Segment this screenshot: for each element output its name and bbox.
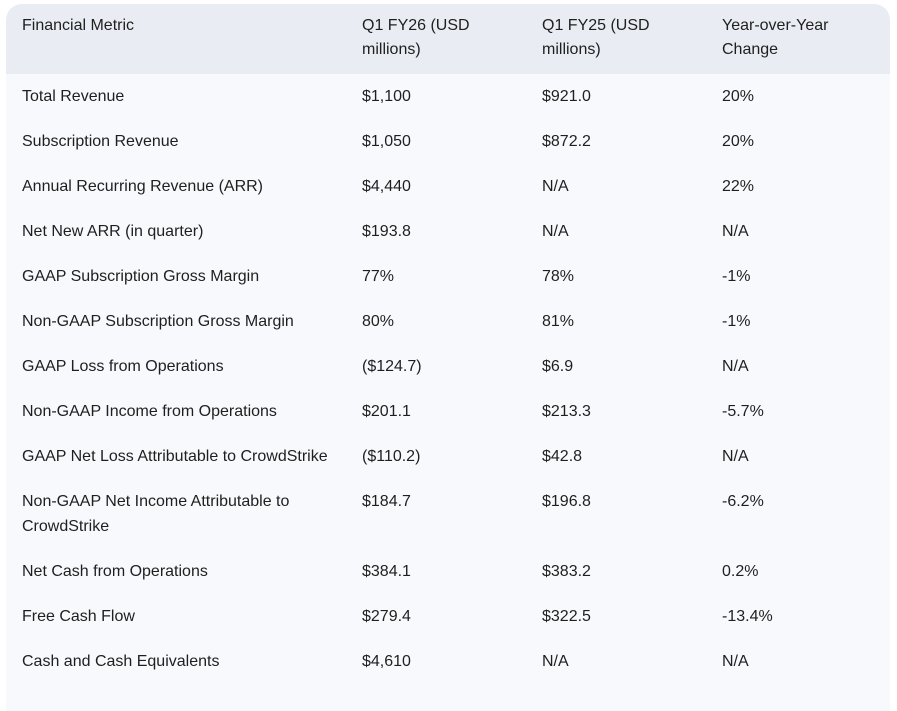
q1-fy25-cell: $872.2 [542, 133, 591, 150]
metric-cell: Cash and Cash Equivalents [22, 653, 220, 670]
yoy-change-cell: N/A [722, 653, 749, 670]
q1-fy25-cell: $42.8 [542, 448, 583, 465]
table-row: Annual Recurring Revenue (ARR) $4,440 N/… [6, 164, 890, 209]
q1-fy25-cell: $322.5 [542, 608, 591, 625]
table-row: GAAP Subscription Gross Margin 77% 78% -… [6, 254, 890, 299]
metric-cell: GAAP Net Loss Attributable to CrowdStrik… [22, 448, 328, 465]
q1-fy25-cell: N/A [542, 223, 569, 240]
yoy-change-cell: 20% [722, 133, 755, 150]
metric-cell: Net Cash from Operations [22, 563, 208, 580]
q1-fy26-cell: 77% [362, 268, 395, 285]
metric-cell: GAAP Loss from Operations [22, 358, 224, 375]
q1-fy25-cell: 78% [542, 268, 575, 285]
q1-fy26-cell: ($124.7) [362, 358, 422, 375]
q1-fy26-cell: $201.1 [362, 403, 411, 420]
table-row: GAAP Loss from Operations ($124.7) $6.9 … [6, 344, 890, 389]
table-row: Free Cash Flow $279.4 $322.5 -13.4% [6, 594, 890, 639]
financial-metrics-table: Financial Metric Q1 FY26 (USD millions) … [6, 4, 890, 684]
table-row: Total Revenue $1,100 $921.0 20% [6, 74, 890, 119]
table-row: Net New ARR (in quarter) $193.8 N/A N/A [6, 209, 890, 254]
yoy-change-cell: -13.4% [722, 608, 773, 625]
q1-fy26-cell: ($110.2) [362, 448, 421, 465]
yoy-change-cell: 22% [722, 178, 755, 195]
q1-fy25-cell: $213.3 [542, 403, 591, 420]
metric-cell: Subscription Revenue [22, 133, 179, 150]
metric-cell: Total Revenue [22, 88, 125, 105]
table-row: GAAP Net Loss Attributable to CrowdStrik… [6, 434, 890, 479]
header-yoy-change: Year-over-Year Change [722, 17, 829, 58]
q1-fy26-cell: $279.4 [362, 608, 411, 625]
metric-cell: GAAP Subscription Gross Margin [22, 268, 260, 285]
q1-fy25-cell: N/A [542, 178, 569, 195]
q1-fy25-cell: $383.2 [542, 563, 591, 580]
q1-fy26-cell: $4,610 [362, 653, 411, 670]
q1-fy25-cell: $196.8 [542, 493, 591, 510]
yoy-change-cell: -6.2% [722, 493, 764, 510]
table-row: Cash and Cash Equivalents $4,610 N/A N/A [6, 639, 890, 684]
q1-fy25-cell: N/A [542, 653, 569, 670]
table-row: Non-GAAP Subscription Gross Margin 80% 8… [6, 299, 890, 344]
metric-cell: Annual Recurring Revenue (ARR) [22, 178, 263, 195]
table-row: Net Cash from Operations $384.1 $383.2 0… [6, 549, 890, 594]
header-q1-fy26: Q1 FY26 (USD millions) [362, 17, 470, 58]
yoy-change-cell: N/A [722, 358, 749, 375]
q1-fy25-cell: $6.9 [542, 358, 574, 375]
table-body: Total Revenue $1,100 $921.0 20% Subscrip… [6, 74, 890, 684]
q1-fy26-cell: $1,050 [362, 133, 411, 150]
metric-cell: Net New ARR (in quarter) [22, 223, 204, 240]
q1-fy26-cell: $1,100 [362, 88, 411, 105]
metric-cell: Non-GAAP Subscription Gross Margin [22, 313, 294, 330]
q1-fy26-cell: 80% [362, 313, 395, 330]
yoy-change-cell: -1% [722, 313, 751, 330]
yoy-change-cell: -1% [722, 268, 751, 285]
header-q1-fy25: Q1 FY25 (USD millions) [542, 17, 650, 58]
yoy-change-cell: 20% [722, 88, 755, 105]
q1-fy26-cell: $4,440 [362, 178, 411, 195]
q1-fy26-cell: $193.8 [362, 223, 411, 240]
metric-cell: Non-GAAP Income from Operations [22, 403, 277, 420]
table-row: Non-GAAP Net Income Attributable to Crow… [6, 479, 890, 549]
header-financial-metric: Financial Metric [22, 17, 135, 34]
q1-fy26-cell: $384.1 [362, 563, 411, 580]
financial-table-card: Financial Metric Q1 FY26 (USD millions) … [6, 4, 890, 711]
table-header-row: Financial Metric Q1 FY26 (USD millions) … [6, 4, 890, 74]
table-row: Subscription Revenue $1,050 $872.2 20% [6, 119, 890, 164]
table-row: Non-GAAP Income from Operations $201.1 $… [6, 389, 890, 434]
yoy-change-cell: N/A [722, 448, 749, 465]
q1-fy25-cell: 81% [542, 313, 575, 330]
q1-fy25-cell: $921.0 [542, 88, 591, 105]
metric-cell: Free Cash Flow [22, 608, 135, 625]
yoy-change-cell: N/A [722, 223, 749, 240]
yoy-change-cell: 0.2% [722, 563, 759, 580]
metric-cell: Non-GAAP Net Income Attributable to Crow… [22, 493, 290, 535]
q1-fy26-cell: $184.7 [362, 493, 411, 510]
yoy-change-cell: -5.7% [722, 403, 764, 420]
